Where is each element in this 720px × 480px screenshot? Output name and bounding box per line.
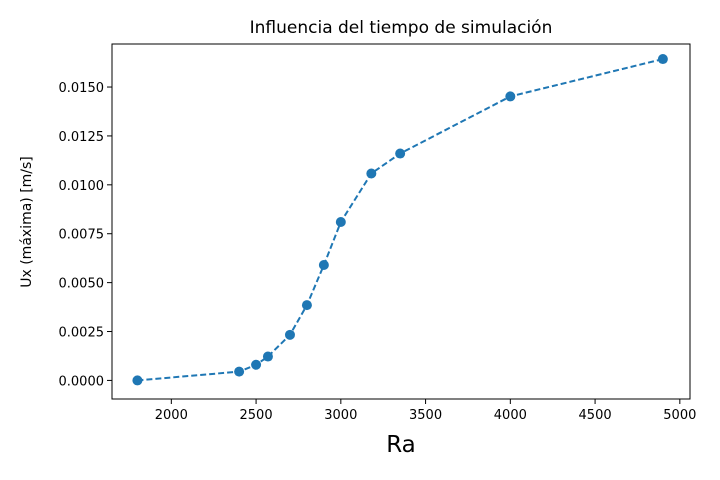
x-tick-label: 3500: [409, 408, 442, 423]
data-point: [132, 375, 143, 386]
x-tick-label: 4000: [494, 408, 527, 423]
x-tick-label: 5000: [663, 408, 696, 423]
x-tick-label: 4500: [579, 408, 612, 423]
y-tick-label: 0.0000: [59, 374, 105, 389]
data-point: [335, 216, 346, 227]
x-axis-label: Ra: [386, 432, 416, 458]
x-tick-label: 2000: [155, 408, 188, 423]
plot-frame: [111, 43, 691, 400]
y-tick-label: 0.0075: [59, 228, 105, 243]
data-point: [251, 359, 262, 370]
data-point: [505, 91, 516, 102]
y-tick-label: 0.0150: [59, 81, 105, 96]
data-point: [284, 329, 295, 340]
chart-title: Influencia del tiempo de simulación: [250, 18, 553, 38]
data-point: [657, 54, 668, 65]
plot-area: 2000 2500 3000 3500 4000 4500 5000 0.0000 0.0025…: [59, 54, 696, 423]
data-point: [318, 260, 329, 271]
data-point: [366, 168, 377, 179]
y-tick-label: 0.0100: [59, 179, 105, 194]
data-point: [395, 148, 406, 159]
x-tick-label: 2500: [240, 408, 273, 423]
y-tick-label: 0.0025: [59, 326, 105, 341]
data-point: [262, 351, 273, 362]
y-tick-label: 0.0050: [59, 277, 105, 292]
y-tick-label: 0.0125: [59, 130, 105, 145]
x-tick-label: 3000: [324, 408, 357, 423]
y-axis-label: Ux (máxima) [m/s]: [19, 156, 35, 288]
data-point: [301, 300, 312, 311]
data-point: [234, 366, 245, 377]
